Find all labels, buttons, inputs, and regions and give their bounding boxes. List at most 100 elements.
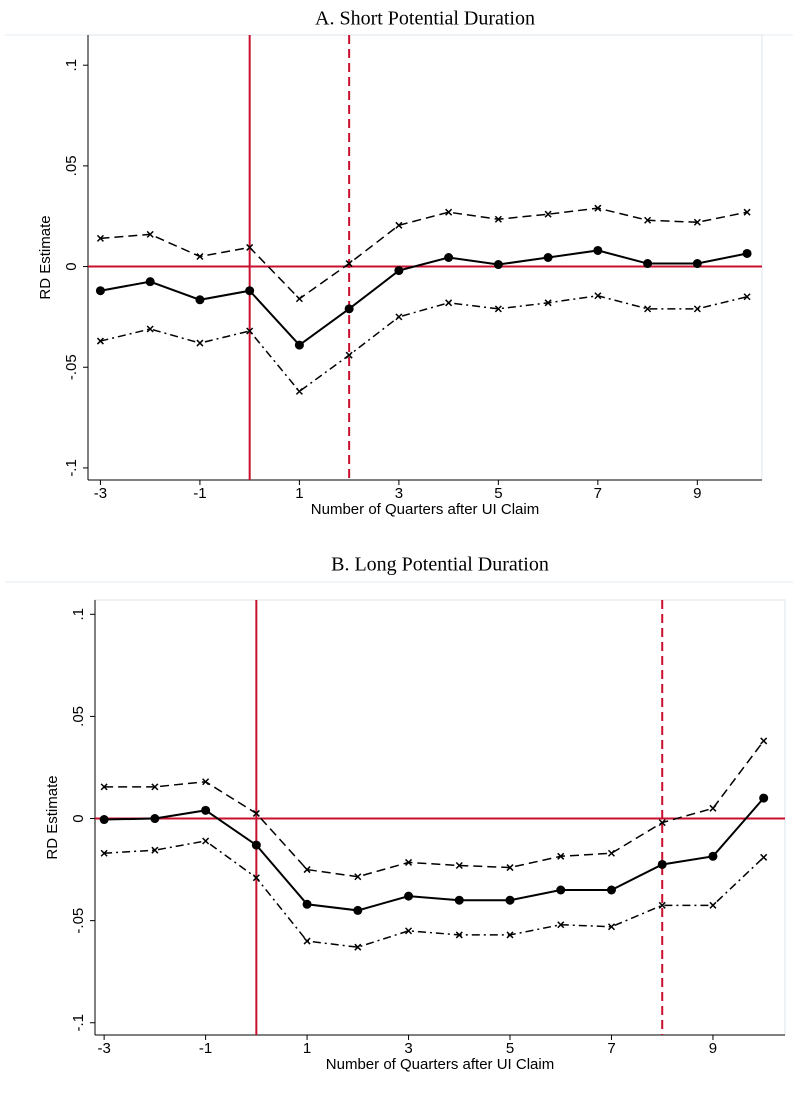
- point: [353, 905, 363, 915]
- point: [742, 248, 752, 258]
- x-tick-label: 5: [494, 485, 502, 502]
- y-tick-label: 0: [70, 814, 87, 822]
- point: [196, 339, 204, 347]
- y-tick-label: -.05: [63, 354, 80, 380]
- x-axis-label: Number of Quarters after UI Claim: [311, 501, 539, 518]
- point: [146, 325, 154, 333]
- y-tick-label: .05: [70, 706, 87, 727]
- point: [100, 783, 108, 791]
- point: [543, 253, 553, 262]
- chart-title: B. Long Potential Duration: [331, 554, 549, 576]
- point: [202, 837, 210, 845]
- point: [607, 923, 616, 931]
- point: [494, 305, 502, 313]
- point: [302, 899, 312, 909]
- point: [708, 851, 718, 861]
- panel: B. Long Potential Duration -.1 -.05 0 .05 .1 -…: [5, 554, 793, 1073]
- point: [395, 313, 403, 321]
- point: [544, 299, 552, 307]
- x-tick-label: 5: [506, 1040, 514, 1057]
- point: [445, 208, 453, 216]
- x-tick-label: -1: [199, 1040, 212, 1057]
- point: [405, 927, 413, 935]
- point: [544, 210, 552, 218]
- point: [759, 793, 769, 803]
- point: [455, 861, 463, 870]
- point: [505, 895, 515, 905]
- point: [444, 253, 454, 262]
- point: [644, 216, 652, 224]
- point: [404, 891, 414, 901]
- point: [607, 849, 616, 857]
- point: [693, 218, 701, 226]
- point: [294, 340, 304, 350]
- point: [594, 204, 602, 212]
- x-tick-label: 7: [594, 485, 602, 502]
- point: [506, 864, 514, 872]
- point: [146, 230, 154, 238]
- y-tick-label: .1: [70, 608, 87, 621]
- x-tick-label: -3: [94, 485, 107, 502]
- point: [150, 814, 160, 824]
- point: [251, 840, 261, 850]
- point: [295, 295, 303, 303]
- point: [96, 234, 104, 242]
- y-axis-label: RD Estimate: [37, 215, 54, 299]
- point: [195, 295, 205, 305]
- point: [96, 337, 104, 345]
- series-line: [104, 797, 765, 912]
- y-axis-label: RD Estimate: [44, 775, 61, 859]
- point: [760, 737, 768, 745]
- point: [345, 351, 353, 359]
- point: [692, 259, 702, 269]
- x-tick-label: 3: [404, 1040, 412, 1057]
- point: [644, 305, 652, 313]
- point: [100, 849, 108, 857]
- point: [246, 327, 254, 335]
- x-tick-label: 9: [693, 485, 701, 502]
- x-tick-label: 9: [709, 1040, 717, 1057]
- x-tick-label: -1: [193, 485, 206, 502]
- series-line: [104, 740, 765, 878]
- point: [201, 805, 211, 815]
- x-tick-label: 1: [295, 485, 303, 502]
- point: [643, 259, 653, 269]
- point: [709, 804, 717, 812]
- point: [395, 221, 403, 229]
- x-tick-label: 7: [607, 1040, 615, 1057]
- point: [709, 901, 717, 909]
- y-tick-label: -.1: [63, 459, 80, 477]
- point: [557, 921, 565, 929]
- y-tick-label: -.1: [70, 1014, 87, 1032]
- point: [354, 873, 362, 881]
- point: [658, 901, 666, 909]
- y-tick-label: .05: [63, 155, 80, 176]
- series-line: [104, 840, 765, 948]
- panel: A. Short Potential Duration -.1 -.05 0 .05 .1…: [5, 8, 793, 518]
- x-tick-label: 3: [395, 485, 403, 502]
- x-axis-label: Number of Quarters after UI Claim: [326, 1056, 554, 1073]
- point: [345, 260, 353, 268]
- point: [494, 215, 502, 223]
- point: [295, 387, 303, 395]
- series-line: [100, 249, 748, 347]
- point: [658, 819, 666, 827]
- point: [95, 286, 105, 296]
- point: [693, 305, 701, 313]
- point: [506, 931, 514, 939]
- point: [405, 858, 413, 866]
- point: [760, 853, 768, 861]
- point: [303, 866, 311, 874]
- point: [196, 252, 204, 261]
- point: [245, 286, 255, 296]
- point: [606, 885, 616, 895]
- point: [145, 277, 155, 287]
- y-tick-label: -.05: [70, 908, 87, 934]
- point: [455, 931, 463, 939]
- point: [557, 852, 565, 860]
- point: [303, 937, 311, 945]
- point: [743, 208, 751, 216]
- y-tick-label: .1: [63, 59, 80, 72]
